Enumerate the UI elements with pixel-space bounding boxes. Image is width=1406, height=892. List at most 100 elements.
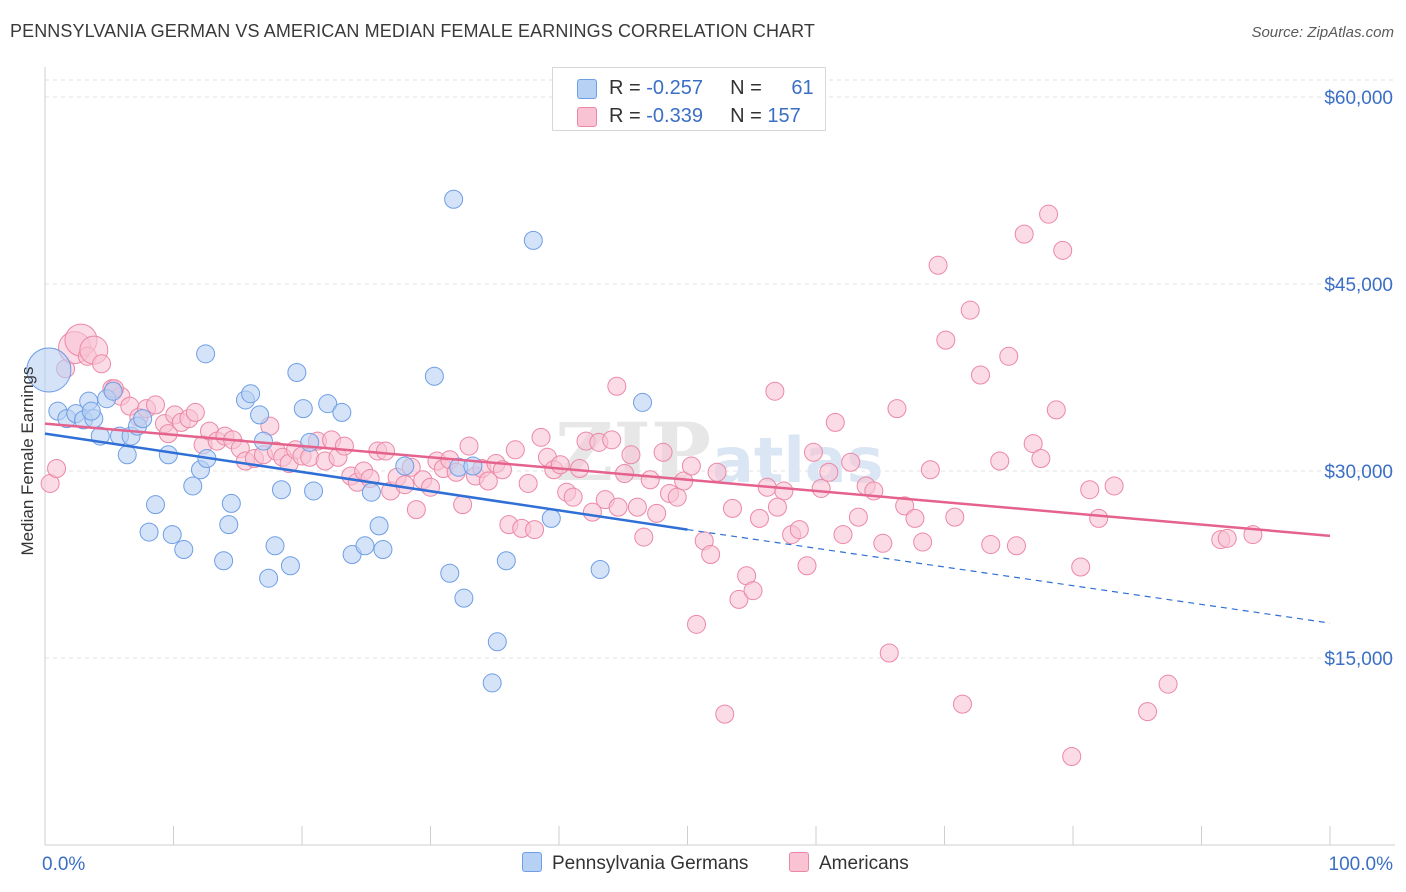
correlation-legend: R = -0.257 N = 61 R = -0.339 N = 157 <box>552 67 826 131</box>
american-point <box>707 462 727 482</box>
american-point <box>563 487 583 507</box>
american-point <box>743 581 763 601</box>
legend-r-label: R = <box>609 105 647 127</box>
pennsylvania-german-point <box>117 445 137 465</box>
american-point <box>421 477 440 497</box>
pennsylvania-german-point <box>373 540 393 560</box>
bottom-legend-label: Pennsylvania Germans <box>552 853 749 874</box>
american-point <box>1104 476 1124 496</box>
pennsylvania-german-point <box>26 347 72 393</box>
american-point <box>879 643 899 663</box>
american-point <box>146 395 166 415</box>
legend-n-label: N = <box>730 77 768 99</box>
american-point <box>797 556 817 576</box>
legend-r-value: -0.339 <box>646 105 703 127</box>
american-point <box>913 532 933 552</box>
bottom-legend-pennsylvania-germans: Pennsylvania Germans <box>522 852 748 876</box>
pennsylvania-german-point <box>440 563 460 583</box>
pennsylvania-german-point <box>219 515 239 535</box>
y-axis-label: Median Female Earnings <box>18 367 37 556</box>
american-point <box>789 520 809 540</box>
pennsylvania-german-point <box>162 525 182 545</box>
pennsylvania-german-point <box>332 402 352 422</box>
american-point <box>960 300 980 320</box>
american-point <box>1062 746 1082 766</box>
american-point <box>621 445 641 465</box>
pennsylvania-german-point <box>133 409 153 429</box>
pennsylvania-german-point <box>482 673 502 693</box>
legend-r-label: R = <box>609 77 647 99</box>
american-point <box>819 462 839 482</box>
american-point <box>492 460 512 480</box>
american-point <box>47 459 67 479</box>
american-point <box>667 487 687 507</box>
american-point <box>459 436 479 456</box>
pennsylvania-german-point <box>424 366 444 386</box>
pennsylvania-german-point <box>444 189 464 209</box>
american-point <box>395 475 415 495</box>
american-point <box>945 507 965 527</box>
american-point <box>1046 400 1066 420</box>
pennsylvania-german-point <box>139 522 159 542</box>
american-point <box>811 478 831 498</box>
pennsylvania-german-point <box>541 508 561 528</box>
american-point <box>970 365 990 385</box>
y-tick-label: $15,000 <box>1324 649 1393 670</box>
grid-lines <box>45 79 1395 659</box>
pennsylvania-german-point <box>304 481 324 501</box>
pennsylvania-german-point <box>214 551 234 571</box>
pennsylvania-german-point <box>496 551 516 571</box>
pennsylvania-german-point <box>454 588 474 608</box>
american-point <box>602 430 622 450</box>
american-point <box>990 451 1010 471</box>
american-point <box>1031 449 1051 469</box>
legend-n-value: 157 <box>767 105 801 127</box>
american-point <box>92 354 112 374</box>
american-point <box>1071 557 1091 577</box>
pennsylvania-german-point <box>293 399 313 419</box>
american-point <box>920 460 940 480</box>
american-point <box>905 508 925 528</box>
american-point <box>505 440 525 460</box>
pennsylvania-german-point <box>158 445 178 465</box>
pennsylvania-german-point <box>361 482 381 502</box>
american-point <box>887 399 907 419</box>
pennsylvania-german-point <box>487 632 507 652</box>
american-point <box>848 507 868 527</box>
american-point <box>841 452 861 472</box>
american-point <box>873 533 893 553</box>
american-point <box>681 456 701 476</box>
pennsylvania-german-point <box>259 568 279 588</box>
american-point <box>525 520 545 540</box>
pennsylvania-german-trend-line <box>44 432 688 531</box>
pennsylvania-german-point <box>318 394 338 414</box>
american-point <box>1006 536 1026 556</box>
trend-lines <box>44 422 1331 624</box>
american-point <box>627 497 647 517</box>
data-points <box>26 189 1263 766</box>
american-point <box>478 471 498 491</box>
american-point <box>729 589 749 609</box>
pennsylvania-german-point <box>146 495 166 515</box>
legend-r-value: -0.257 <box>646 77 703 99</box>
american-point <box>981 535 1001 555</box>
legend-row-americans: R = -0.339 N = 157 <box>553 101 825 131</box>
legend-n-value: 61 <box>791 77 814 99</box>
american-point <box>686 614 706 634</box>
american-point <box>634 527 654 547</box>
bottom-legend-label: Americans <box>819 853 909 874</box>
american-point <box>715 704 735 724</box>
american-point <box>1080 480 1100 500</box>
pennsylvania-german-point <box>241 384 261 404</box>
american-point <box>825 412 845 432</box>
american-point <box>1089 508 1109 528</box>
pennsylvania-german-point <box>221 493 241 513</box>
bottom-legend-swatch-pink <box>789 852 809 872</box>
american-point <box>722 498 742 518</box>
bottom-legend-swatch-blue <box>522 852 542 872</box>
american-point <box>999 346 1019 366</box>
legend-swatch-blue <box>577 79 597 99</box>
american-point <box>774 481 794 501</box>
pennsylvania-german-point <box>590 559 610 579</box>
legend-n-label: N = <box>730 105 768 127</box>
